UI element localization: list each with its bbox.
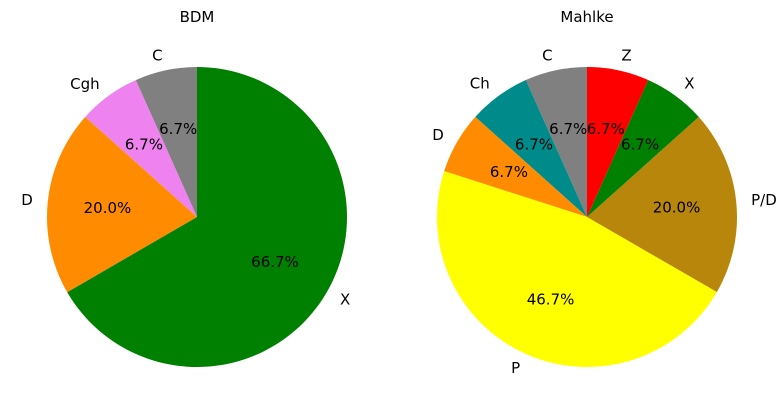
pie-slice-mahlke-p	[437, 171, 717, 367]
chart-title-bdm: BDM	[180, 8, 215, 26]
pie-slice-mahlke-ch	[475, 80, 587, 217]
category-label-bdm-c: C	[152, 47, 162, 65]
pct-label-bdm-x: 66.7%	[251, 253, 299, 271]
pie-slice-mahlke-z	[587, 67, 649, 217]
pct-label-mahlke-p: 46.7%	[527, 290, 575, 308]
category-label-mahlke-c: C	[542, 47, 552, 65]
chart-title-mahlke: Mahlke	[560, 8, 613, 26]
category-label-mahlke-ch: Ch	[470, 75, 490, 93]
pie-slice-mahlke-p-d	[587, 116, 737, 292]
pie-slice-bdm-cgh	[85, 80, 197, 217]
pie-chart-bdm: BDM 6.7% C 6.7% Cgh 20.0% D 66.7% X	[21, 8, 350, 367]
category-label-bdm-d: D	[21, 191, 33, 209]
category-label-bdm-x: X	[340, 290, 350, 308]
pct-label-mahlke-ch: 6.7%	[515, 135, 553, 153]
pct-label-mahlke-p-d: 20.0%	[653, 199, 701, 217]
pct-label-bdm-d: 20.0%	[84, 199, 132, 217]
pct-label-mahlke-d: 6.7%	[490, 163, 528, 181]
pie-slice-mahlke-d	[444, 116, 587, 217]
pie-slice-bdm-c	[135, 67, 197, 217]
category-label-mahlke-x: X	[684, 75, 694, 93]
category-label-bdm-cgh: Cgh	[70, 75, 100, 93]
pct-label-mahlke-c: 6.7%	[549, 120, 587, 138]
pct-label-mahlke-z: 6.7%	[587, 120, 625, 138]
pct-label-bdm-c: 6.7%	[159, 120, 197, 138]
pct-label-mahlke-x: 6.7%	[621, 135, 659, 153]
category-label-mahlke-d: D	[432, 126, 444, 144]
pie-slice-mahlke-x	[587, 80, 699, 217]
category-label-mahlke-p: P	[511, 359, 520, 377]
category-label-mahlke-p-d: P/D	[751, 191, 777, 209]
pie-chart-mahlke: Mahlke 6.7% C 6.7% Ch 6.7% D 46.7% P 20.0% P/D 6.7…	[432, 8, 776, 377]
category-label-mahlke-z: Z	[621, 47, 631, 65]
pct-label-bdm-cgh: 6.7%	[125, 135, 163, 153]
pie-slice-bdm-d	[46, 117, 198, 293]
pie-slice-mahlke-c	[525, 67, 587, 217]
pie-slice-bdm-x	[67, 67, 347, 367]
